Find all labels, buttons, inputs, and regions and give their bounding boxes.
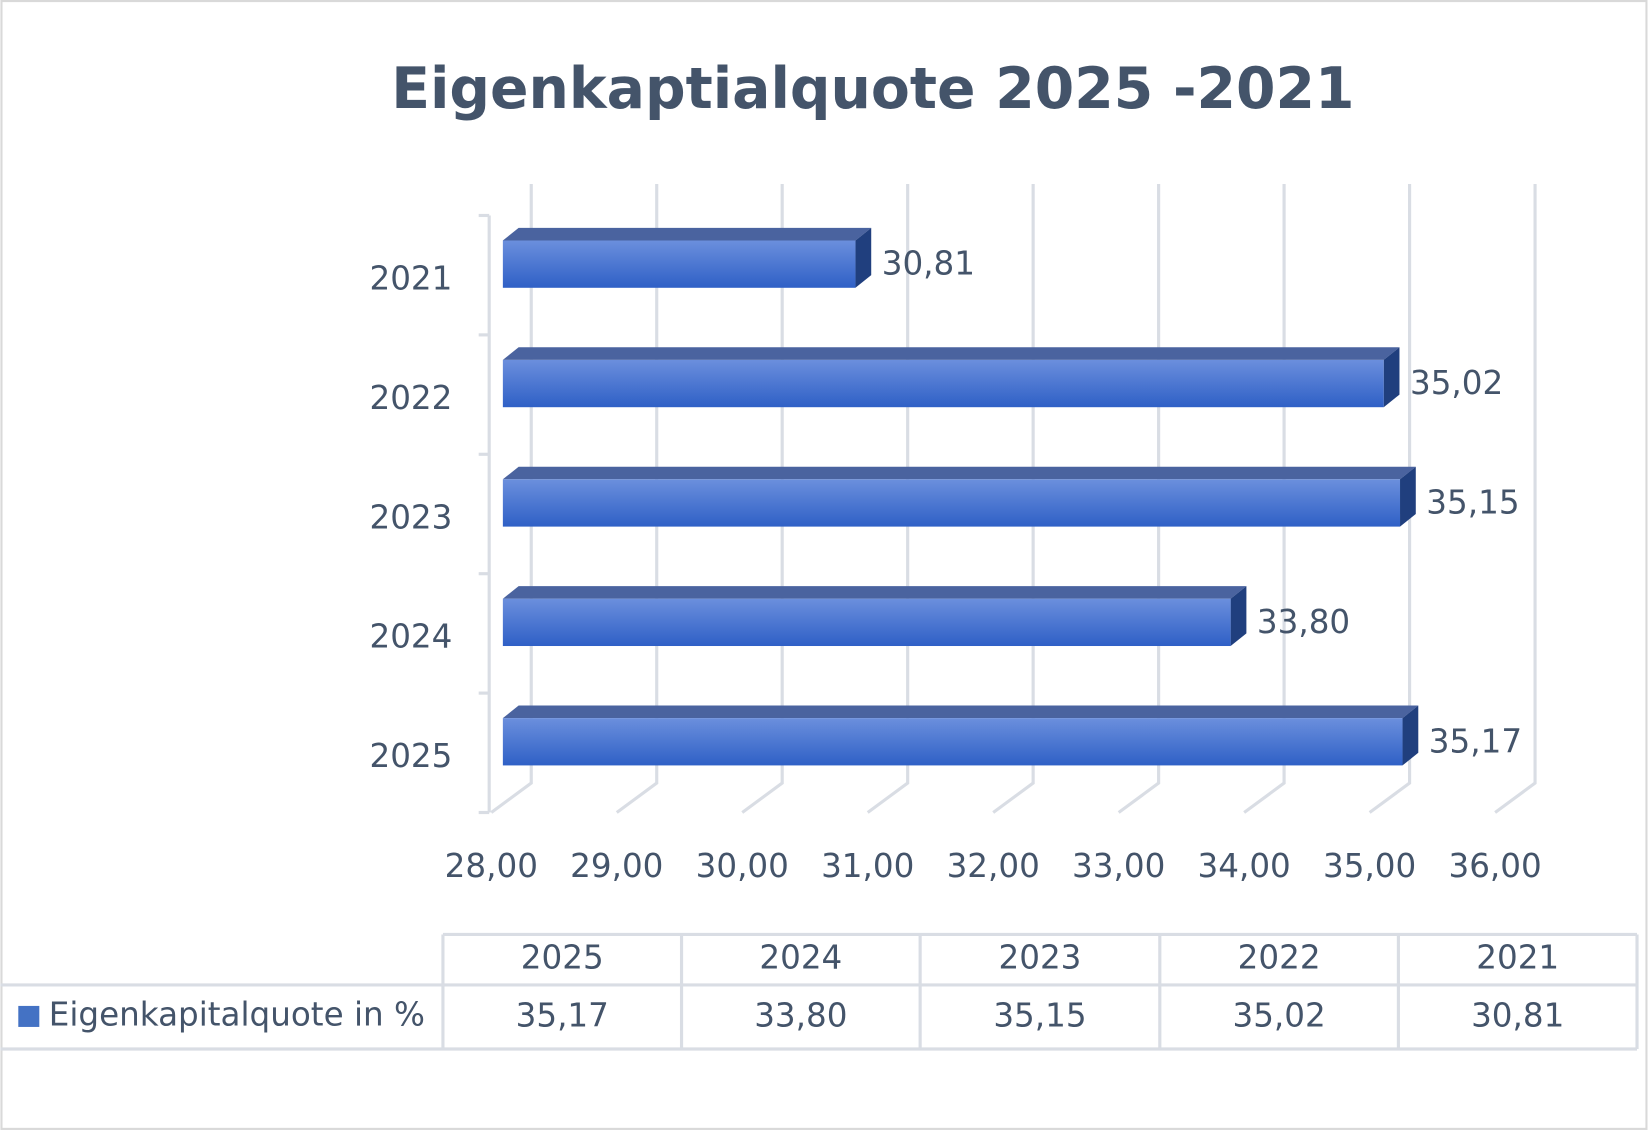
- table-cell: 35,15: [993, 996, 1086, 1034]
- bar-side: [855, 227, 872, 288]
- bar: [502, 586, 1247, 647]
- bar-side: [1400, 466, 1416, 527]
- bar-top: [502, 347, 1400, 360]
- x-tick-label: 32,00: [947, 847, 1040, 885]
- legend-label: Eigenkapitalquote in %: [49, 995, 425, 1033]
- table-header: 2022: [1238, 939, 1321, 977]
- bar-front: [502, 598, 1231, 647]
- chart-title: Eigenkaptialquote 2025 -2021: [391, 56, 1354, 122]
- bar-front: [502, 718, 1403, 766]
- bar-front: [502, 240, 856, 288]
- table-cell: 35,17: [516, 996, 609, 1034]
- table-cell: 30,81: [1471, 996, 1564, 1034]
- y-tick-label: 2024: [369, 618, 452, 656]
- bar-top: [502, 705, 1419, 719]
- grid-line: [1494, 183, 1537, 814]
- bar-side: [1383, 347, 1400, 408]
- table-cell: 33,80: [754, 996, 847, 1034]
- data-label: 35,17: [1429, 722, 1522, 760]
- x-tick-label: 28,00: [445, 847, 538, 885]
- legend-key: [18, 1005, 40, 1027]
- x-tick-label: 29,00: [570, 847, 663, 885]
- bar-front: [502, 479, 1401, 527]
- table-header: 2021: [1476, 939, 1559, 977]
- y-tick-label: 2021: [369, 259, 452, 297]
- bar: [502, 227, 872, 288]
- table-header: 2024: [759, 939, 842, 977]
- table-cell: 35,02: [1232, 996, 1325, 1034]
- data-label: 35,02: [1410, 364, 1503, 402]
- y-tick-label: 2023: [369, 498, 452, 536]
- x-tick-label: 34,00: [1198, 847, 1291, 885]
- x-tick-label: 33,00: [1072, 847, 1165, 885]
- y-tick-label: 2025: [369, 737, 452, 775]
- data-label: 33,80: [1257, 603, 1350, 641]
- table-header: 2023: [999, 939, 1082, 977]
- bar-front: [502, 359, 1384, 408]
- bar-side: [1230, 586, 1247, 647]
- bar-side: [1402, 705, 1419, 766]
- y-tick-label: 2022: [369, 379, 452, 417]
- x-tick-label: 36,00: [1448, 847, 1541, 885]
- x-tick-label: 35,00: [1323, 847, 1416, 885]
- data-label: 35,15: [1426, 484, 1519, 522]
- x-tick-label: 31,00: [821, 847, 914, 885]
- table-header: 2025: [521, 939, 604, 977]
- bar-top: [502, 586, 1247, 599]
- x-tick-label: 30,00: [696, 847, 789, 885]
- grid-line: [1368, 183, 1412, 814]
- bar: [502, 347, 1400, 408]
- bar: [502, 466, 1416, 527]
- data-label: 30,81: [882, 245, 975, 283]
- bar: [502, 705, 1419, 766]
- bar-top: [502, 466, 1416, 480]
- bar-top: [502, 227, 872, 241]
